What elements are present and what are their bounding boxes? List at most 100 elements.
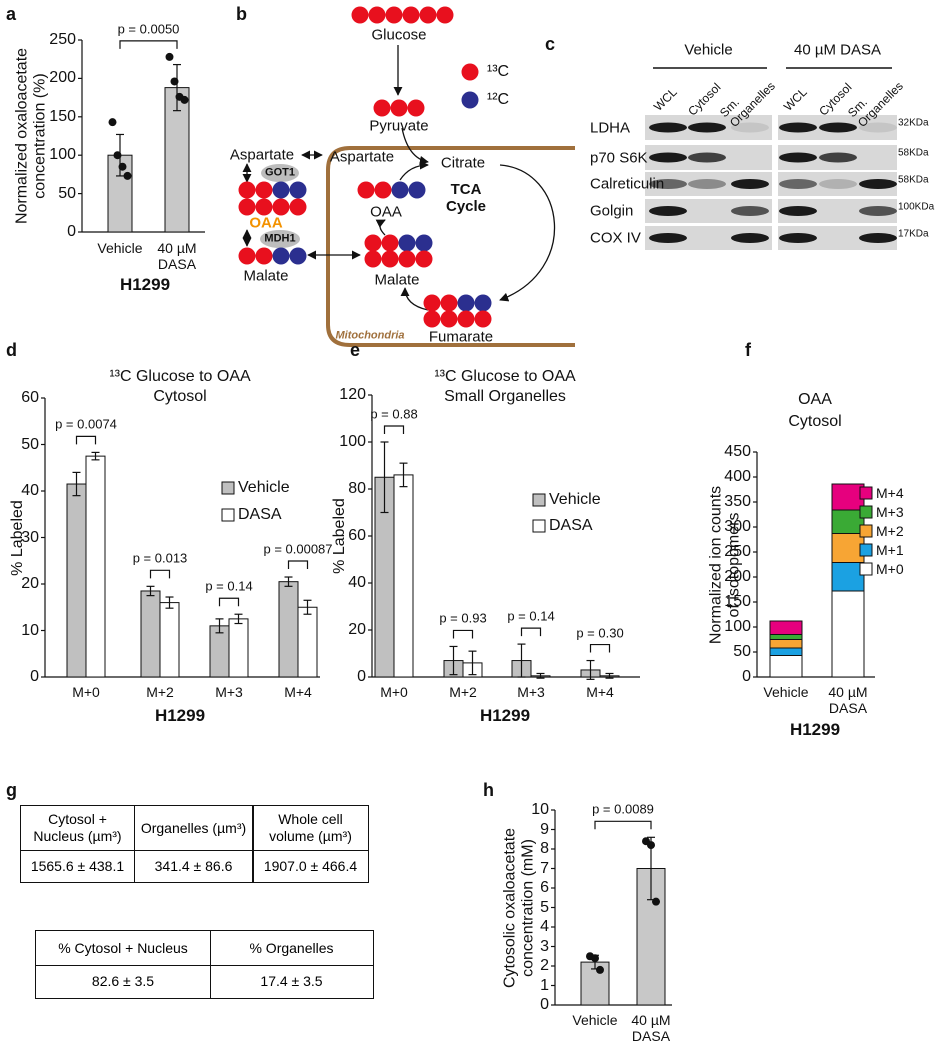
y-tick-label: 9 (540, 820, 549, 838)
band (688, 152, 726, 163)
y-tick-label: 100 (49, 145, 76, 163)
bar (769, 634, 803, 640)
data-point (596, 965, 604, 974)
y-axis-label: Normalized oxaloacetate concentration (%… (13, 47, 49, 225)
y-tick-label: 350 (724, 492, 751, 510)
y-axis-label: % Labeled (8, 499, 26, 576)
p-value: p = 0.00087 (263, 541, 333, 557)
y-tick-label: 0 (357, 667, 366, 685)
carbon-13 (374, 181, 392, 199)
y-axis-label: % Labeled (330, 498, 348, 574)
legend-label: M+3 (876, 503, 904, 520)
y-tick-label: 10 (21, 621, 39, 639)
carbon-12 (474, 294, 492, 312)
carbon-13 (272, 198, 290, 216)
metabolite: Aspartate (329, 148, 395, 166)
carbon-13 (381, 250, 399, 268)
y-tick-label: 60 (348, 526, 366, 544)
carbon-12 (415, 234, 433, 252)
y-tick-label: 0 (742, 667, 751, 685)
band (731, 179, 769, 189)
table-cell: % Organelles (209, 930, 374, 966)
y-tick-label: 6 (540, 878, 549, 896)
x-tick-label: Vehicle (97, 240, 143, 256)
x-tick-label: M+3 (517, 684, 545, 700)
carbon-13 (423, 310, 441, 328)
y-tick-label: 10 (531, 800, 549, 818)
carbon-13 (423, 294, 441, 312)
significance-bracket (218, 597, 240, 607)
bar (831, 533, 865, 563)
bar (769, 647, 803, 656)
band (779, 206, 817, 216)
p-value: p = 0.0074 (55, 416, 117, 432)
arrow (375, 219, 386, 236)
table-cell: 17.4 ± 3.5 (209, 964, 374, 999)
y-tick-label: 3 (540, 937, 549, 955)
y-tick-label: 80 (348, 479, 366, 497)
band (649, 152, 687, 163)
legend-swatch (221, 481, 235, 495)
carbon-12 (289, 247, 307, 265)
bar (297, 606, 318, 678)
band (649, 179, 687, 189)
band (779, 122, 817, 133)
legend-label: Vehicle (238, 478, 290, 496)
x-tick-label: M+2 (146, 684, 174, 700)
significance-bracket (452, 629, 474, 639)
enzyme-oval (261, 164, 299, 182)
band (819, 179, 857, 189)
y-tick-label: 2 (540, 956, 549, 974)
bar (831, 483, 865, 511)
significance-bracket (149, 569, 171, 579)
significance-bracket (520, 627, 542, 637)
y-tick-label: 150 (724, 592, 751, 610)
bar (769, 655, 803, 678)
y-tick-label: 0 (540, 995, 549, 1013)
data-point (652, 897, 660, 906)
panel-letter: f (745, 340, 751, 360)
metabolite: Aspartate (229, 146, 295, 164)
chart-subtitle: Cytosol (788, 412, 842, 430)
x-tick-label: M+3 (215, 684, 243, 700)
carbon-13 (474, 310, 492, 328)
chart-subtitle: Small Organelles (444, 387, 566, 405)
y-tick-label: 8 (540, 839, 549, 857)
x-tick-label: Vehicle (763, 684, 809, 700)
metabolite: Citrate (440, 154, 486, 172)
legend-label: Vehicle (549, 490, 601, 508)
y-tick-label: 0 (30, 667, 39, 685)
y-tick-label: 450 (724, 442, 751, 460)
pathway-diagram (238, 6, 575, 347)
enzyme-oval (260, 230, 300, 248)
table-cell: 341.4 ± 86.6 (133, 849, 254, 883)
carbon-13 (238, 198, 256, 216)
protein-label: COX IV (590, 229, 641, 247)
table-cell: Whole cell volume (µm³) (252, 805, 369, 851)
band (819, 152, 857, 163)
bar (164, 87, 190, 233)
band (819, 122, 857, 133)
y-tick-label: 400 (724, 467, 751, 485)
chart-title: OAA (798, 390, 832, 408)
x-axis-label: H1299 (479, 706, 531, 726)
legend-swatch (859, 543, 873, 557)
bar (278, 581, 299, 678)
y-tick-label: 120 (339, 385, 366, 403)
band (859, 122, 897, 133)
y-tick-label: 5 (540, 898, 549, 916)
legend-swatch (221, 508, 235, 522)
bar (831, 562, 865, 592)
carbon-13 (238, 181, 256, 199)
y-tick-label: 20 (21, 574, 39, 592)
significance-bracket (119, 40, 178, 49)
p-value: p = 0.14 (507, 608, 555, 624)
significance-bracket (383, 425, 405, 434)
carbon-13 (364, 234, 382, 252)
table-cell: Cytosol + Nucleus (µm³) (20, 805, 135, 851)
band (688, 122, 726, 133)
data-point (123, 171, 132, 180)
p-value: p = 0.88 (370, 406, 418, 422)
significance-bracket (75, 435, 97, 445)
